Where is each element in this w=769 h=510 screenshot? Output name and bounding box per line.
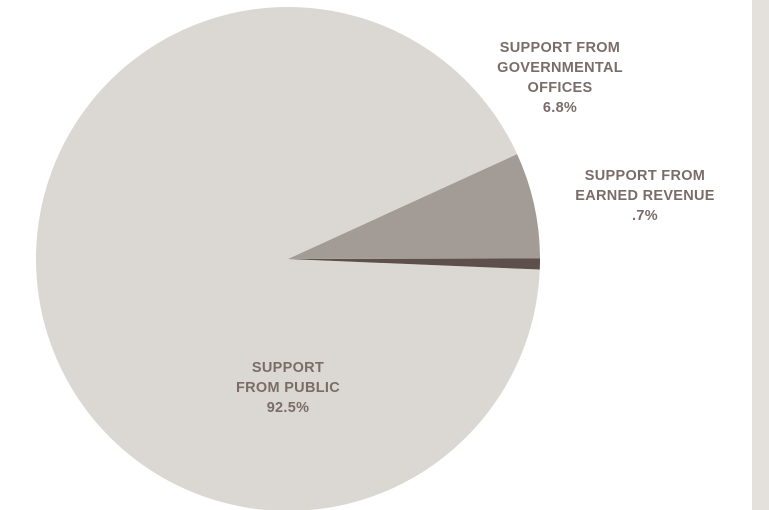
slice-label-line: SUPPORT FROM <box>499 40 621 56</box>
slice-public <box>36 7 540 510</box>
slice-value-label: 92.5% <box>266 400 310 416</box>
slice-label-line: GOVERNMENTAL <box>497 60 623 76</box>
slice-label-public: SUPPORT FROM PUBLIC 92.5% <box>203 358 373 418</box>
slice-label-earned-revenue: SUPPORT FROM EARNED REVENUE .7% <box>550 166 740 226</box>
slice-earned-revenue <box>288 258 540 270</box>
right-side-bar <box>752 0 769 510</box>
slice-value-label: 6.8% <box>542 100 578 116</box>
slice-label-line: SUPPORT <box>251 360 325 376</box>
slice-label-line: EARNED REVENUE <box>575 188 715 204</box>
slice-governmental <box>288 154 540 259</box>
slice-label-line: FROM PUBLIC <box>236 380 340 396</box>
slice-label-line: SUPPORT FROM <box>584 168 706 184</box>
slice-label-line: OFFICES <box>527 80 593 96</box>
slice-label-governmental: SUPPORT FROM GOVERNMENTAL OFFICES 6.8% <box>470 38 650 118</box>
slice-value-label: .7% <box>632 208 658 224</box>
